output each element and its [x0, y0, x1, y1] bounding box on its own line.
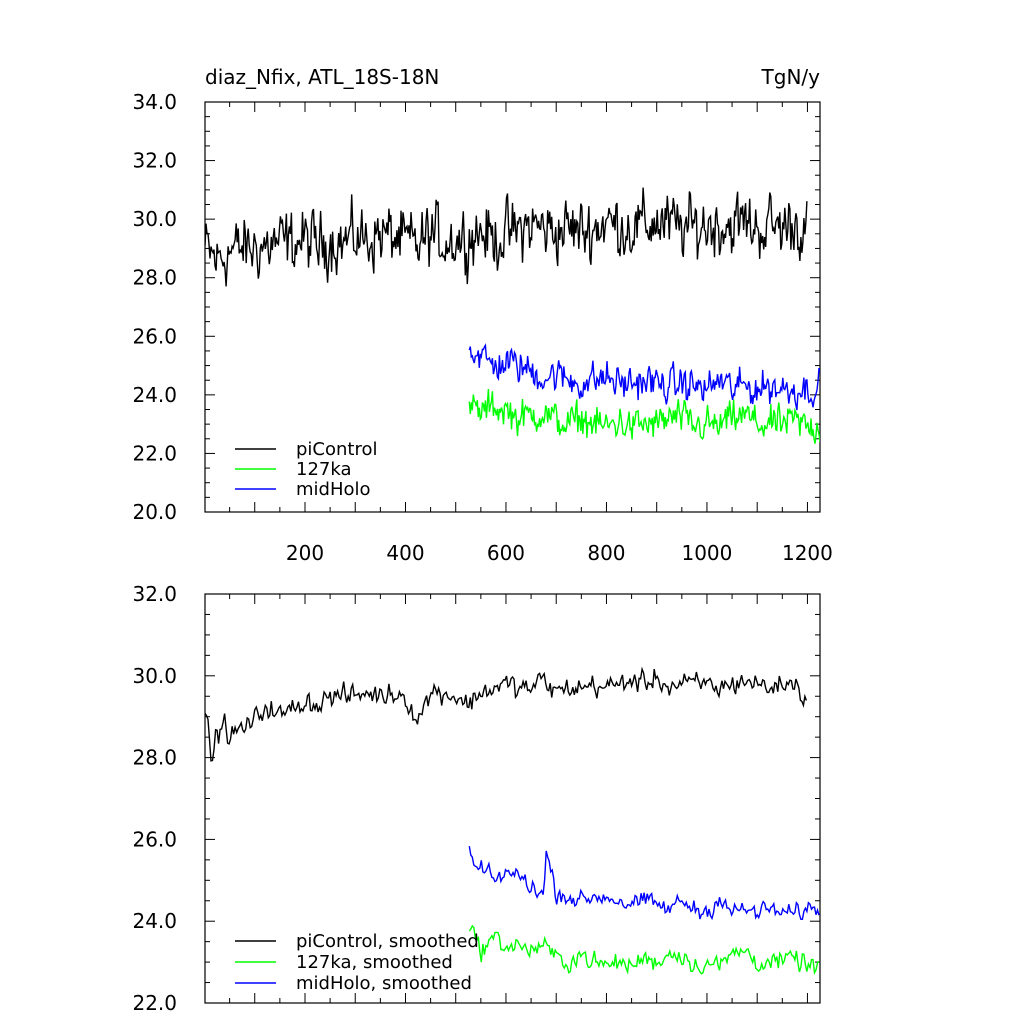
- series-line-127ka-smoothed: [468, 924, 820, 976]
- legend-label: 127ka, smoothed: [296, 952, 453, 973]
- top-panel: diaz_Nfix, ATL_18S-18N TgN/y 20.0 22.0 24.0 2…: [132, 65, 832, 565]
- series-line-127ka: [468, 388, 820, 444]
- x-tick-label: 800: [587, 541, 625, 565]
- y-tick-label: 32.0: [132, 582, 177, 606]
- bottom-panel: 22.0 24.0 26.0 28.0 30.0 32.0 piControl, smoot…: [132, 582, 821, 1015]
- series-line-midholo: [468, 343, 820, 411]
- y-tick-label: 26.0: [132, 324, 177, 348]
- y-tick-label: 22.0: [132, 991, 177, 1015]
- legend-label: midHolo: [296, 479, 371, 500]
- y-tick-label: 28.0: [132, 746, 177, 770]
- y-tick-label: 26.0: [132, 827, 177, 851]
- y-tick-label: 24.0: [132, 383, 177, 407]
- y-tick-label: 22.0: [132, 441, 177, 465]
- x-tick-label: 600: [487, 541, 525, 565]
- series-line-picontrol: [205, 187, 808, 287]
- legend-label: piControl, smoothed: [296, 931, 479, 952]
- x-tick-label: 200: [286, 541, 324, 565]
- legend-label: 127ka: [296, 459, 352, 480]
- y-tick-label: 34.0: [132, 90, 177, 114]
- series-line-midholo-smoothed: [468, 845, 820, 921]
- y-tick-label: 20.0: [132, 500, 177, 524]
- y-tick-label: 30.0: [132, 664, 177, 688]
- legend-label: midHolo, smoothed: [296, 973, 472, 994]
- y-tick-label: 32.0: [132, 149, 177, 173]
- chart-title: diaz_Nfix, ATL_18S-18N: [205, 65, 439, 89]
- legend-label: piControl: [296, 439, 378, 460]
- y-tick-label: 30.0: [132, 207, 177, 231]
- units-label: TgN/y: [761, 65, 821, 89]
- y-tick-label: 28.0: [132, 266, 177, 290]
- y-tick-label: 24.0: [132, 909, 177, 933]
- x-tick-label: 1200: [782, 541, 833, 565]
- x-tick-label: 1000: [681, 541, 732, 565]
- series-line-picontrol-smoothed: [205, 666, 808, 762]
- x-tick-label: 400: [386, 541, 424, 565]
